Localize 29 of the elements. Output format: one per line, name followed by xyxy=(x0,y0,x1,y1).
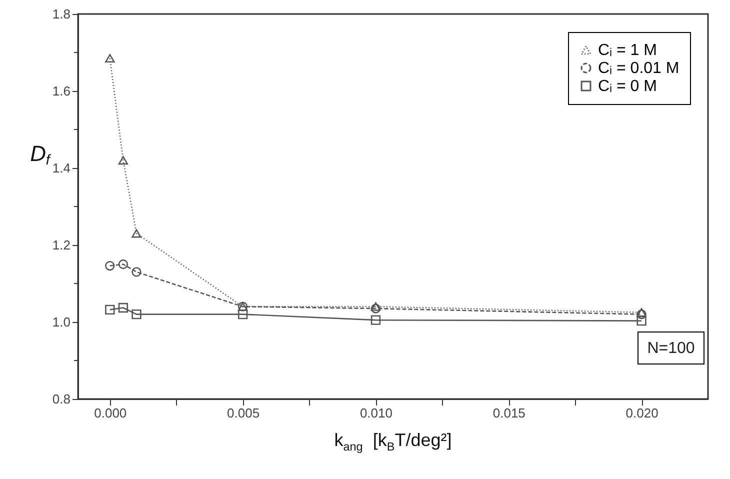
point xyxy=(370,302,381,311)
x-tick-label: 0.020 xyxy=(626,406,658,420)
legend-label: Cᵢ = 0 M xyxy=(598,78,657,95)
point xyxy=(370,315,381,325)
point xyxy=(636,308,646,317)
y-tick-label: 0.8 xyxy=(52,392,70,406)
x-tick-label: 0.005 xyxy=(227,406,260,420)
point xyxy=(118,156,128,165)
x-tick-label: 0.000 xyxy=(94,406,127,420)
point xyxy=(118,259,128,270)
point xyxy=(132,267,142,277)
point xyxy=(636,316,646,326)
annotation: N=100 xyxy=(647,340,695,357)
point xyxy=(105,54,115,63)
x-tick-label: 0.015 xyxy=(492,406,526,420)
point xyxy=(118,302,128,313)
y-tick-label: 1.8 xyxy=(52,6,70,22)
point xyxy=(132,229,142,238)
y-tick-label: 1.0 xyxy=(52,314,70,330)
legend-label: Cᵢ = 1 M xyxy=(598,42,657,59)
point xyxy=(238,309,248,320)
point xyxy=(105,304,115,315)
legend-label: Cᵢ = 0.01 M xyxy=(598,60,680,77)
y-tick-label: 1.6 xyxy=(52,84,70,98)
point xyxy=(105,260,115,271)
x-tick-label: 0.010 xyxy=(360,406,392,420)
y-tick-label: 1.2 xyxy=(52,238,70,252)
point xyxy=(132,309,142,320)
y-tick-label: 1.4 xyxy=(52,160,70,176)
